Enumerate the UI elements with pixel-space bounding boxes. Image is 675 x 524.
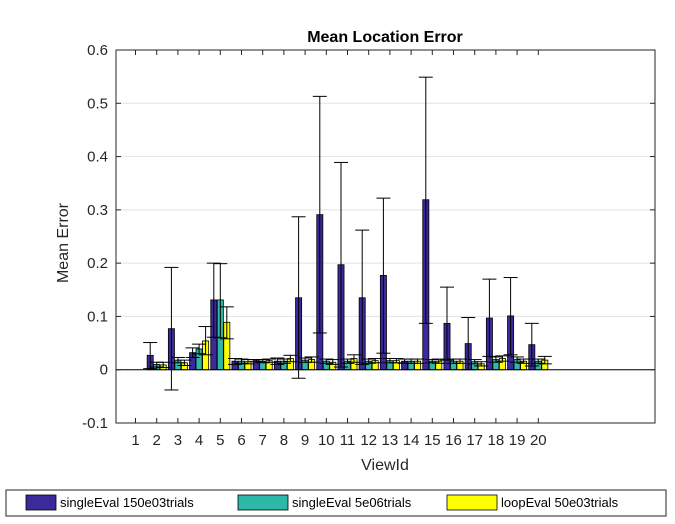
y-tick-label-4: 0.3: [87, 202, 108, 219]
x-tick-labels: 1 2 3 4 5 6 7 8 9 10 11 12 13 14 15 16 17 18 19 20: [131, 432, 546, 449]
x-tick-label-10: 10: [318, 432, 335, 449]
legend-swatch-2: [446, 494, 498, 511]
x-tick-label-11: 11: [340, 432, 356, 449]
error-bars: [143, 76, 552, 391]
legend: singleEval 150e03trials singleEval 5e06t…: [5, 489, 667, 517]
legend-item-0: singleEval 150e03trials: [25, 494, 194, 511]
y-axis-label: Mean Error: [55, 202, 72, 283]
y-tick-label-0: -0.1: [82, 415, 108, 432]
x-tick-label-2: 2: [153, 432, 161, 449]
plot-frame: [115, 49, 656, 424]
legend-box: [5, 489, 667, 517]
x-tick-label-15: 15: [424, 432, 441, 449]
x-tick-label-19: 19: [509, 432, 526, 449]
legend-label-0: singleEval 150e03trials: [60, 495, 194, 510]
x-tick-label-5: 5: [216, 432, 224, 449]
x-tick-label-8: 8: [280, 432, 288, 449]
x-tick-label-1: 1: [131, 432, 139, 449]
x-tick-label-4: 4: [195, 432, 203, 449]
x-tick-label-16: 16: [445, 432, 462, 449]
y-tick-label-6: 0.5: [87, 95, 108, 112]
axis-ticks: [116, 49, 655, 424]
legend-item-1: singleEval 5e06trials: [237, 494, 412, 511]
x-tick-label-12: 12: [360, 432, 377, 449]
x-tick-label-18: 18: [488, 432, 505, 449]
x-axis-label: ViewId: [361, 457, 409, 474]
x-tick-label-13: 13: [382, 432, 399, 449]
x-tick-label-17: 17: [466, 432, 483, 449]
legend-swatch-1: [237, 494, 289, 511]
y-tick-label-1: 0: [100, 362, 108, 379]
y-tick-labels: -0.1 0 0.1 0.2 0.3 0.4 0.5 0.6: [82, 42, 108, 432]
x-tick-label-20: 20: [530, 432, 547, 449]
y-tick-label-3: 0.2: [87, 255, 108, 272]
y-tick-label-2: 0.1: [87, 308, 108, 325]
legend-item-2: loopEval 50e03trials: [446, 494, 619, 511]
legend-label-2: loopEval 50e03trials: [501, 495, 619, 510]
x-tick-label-9: 9: [301, 432, 309, 449]
x-tick-label-14: 14: [403, 432, 420, 449]
x-tick-label-3: 3: [174, 432, 182, 449]
x-tick-label-7: 7: [259, 432, 267, 449]
y-tick-label-5: 0.4: [87, 149, 108, 166]
x-tick-label-6: 6: [237, 432, 245, 449]
y-tick-label-7: 0.6: [87, 42, 108, 59]
legend-swatch-0: [25, 494, 57, 511]
legend-label-1: singleEval 5e06trials: [292, 495, 412, 510]
chart-title: Mean Location Error: [307, 29, 463, 46]
